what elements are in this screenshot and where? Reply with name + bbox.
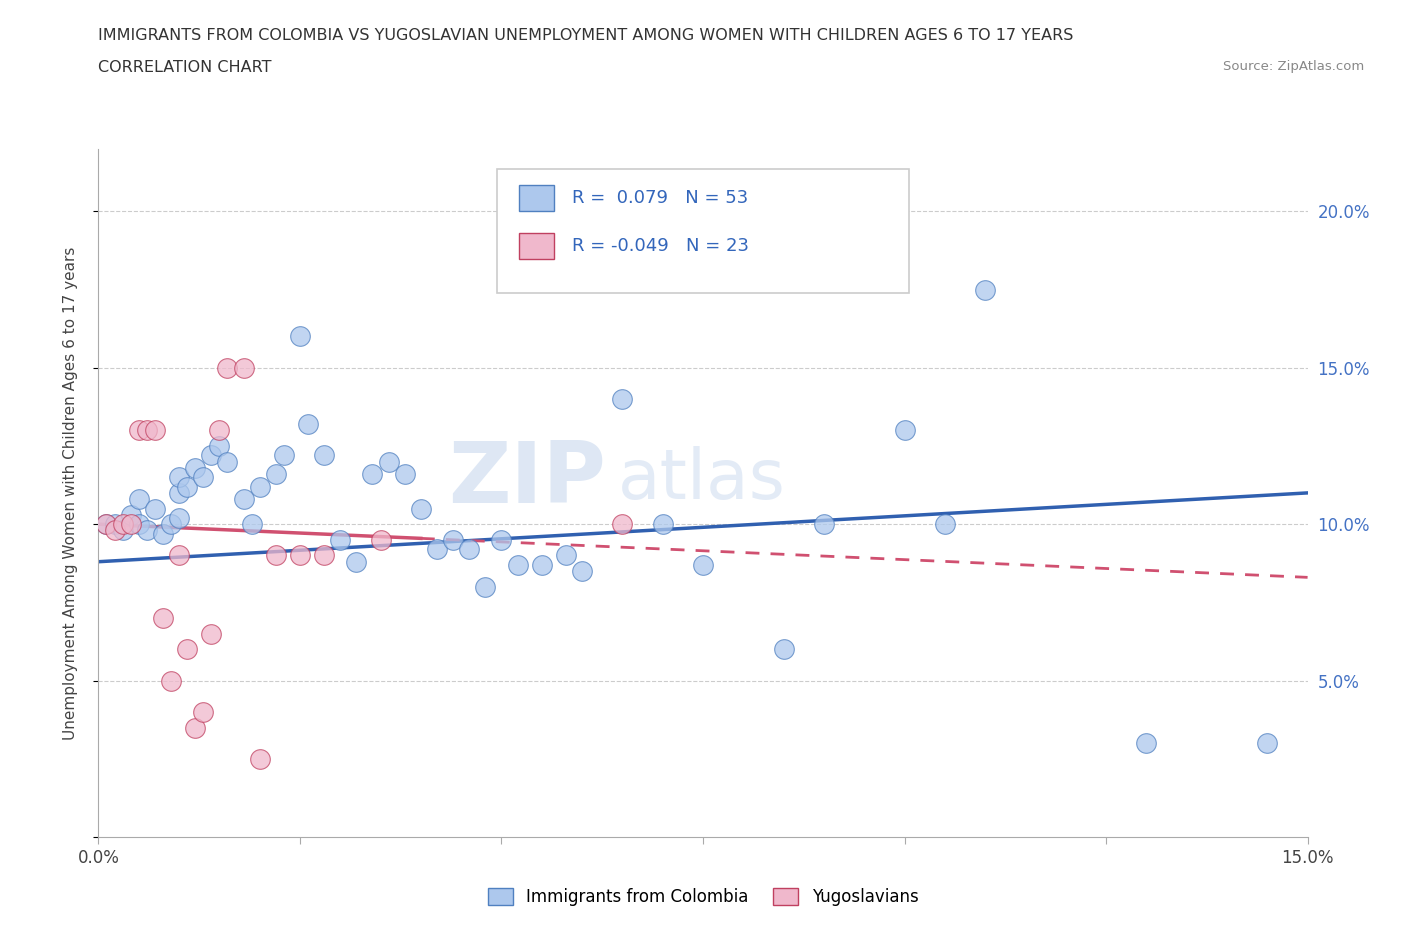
Point <box>571 564 593 578</box>
FancyBboxPatch shape <box>498 169 908 293</box>
Text: IMMIGRANTS FROM COLOMBIA VS YUGOSLAVIAN UNEMPLOYMENT AMONG WOMEN WITH CHILDREN A: IMMIGRANTS FROM COLOMBIA VS YUGOSLAVIAN … <box>98 28 1074 43</box>
Point <box>555 548 578 563</box>
Text: atlas: atlas <box>619 445 786 512</box>
Point <box>893 423 915 438</box>
Point <box>176 642 198 657</box>
Point <box>160 673 183 688</box>
Point <box>974 282 997 297</box>
Point <box>264 467 287 482</box>
Point <box>193 470 215 485</box>
Text: R =  0.079   N = 53: R = 0.079 N = 53 <box>572 189 748 206</box>
Text: R = -0.049   N = 23: R = -0.049 N = 23 <box>572 237 749 255</box>
Point <box>128 517 150 532</box>
Point <box>240 517 263 532</box>
Point <box>426 542 449 557</box>
Point <box>530 557 553 572</box>
Point <box>361 467 384 482</box>
FancyBboxPatch shape <box>519 232 554 259</box>
Point <box>176 479 198 494</box>
Point <box>441 532 464 547</box>
Point <box>474 579 496 594</box>
Point <box>329 532 352 547</box>
Point <box>167 470 190 485</box>
Point <box>143 423 166 438</box>
Point <box>288 329 311 344</box>
Point <box>208 439 231 454</box>
Point <box>692 557 714 572</box>
Point <box>491 532 513 547</box>
Point <box>813 517 835 532</box>
Point <box>96 517 118 532</box>
Point <box>200 448 222 463</box>
Text: Source: ZipAtlas.com: Source: ZipAtlas.com <box>1223 60 1364 73</box>
Point <box>200 626 222 641</box>
Point <box>370 532 392 547</box>
Point <box>193 704 215 719</box>
Legend: Immigrants from Colombia, Yugoslavians: Immigrants from Colombia, Yugoslavians <box>481 881 925 912</box>
Point <box>111 517 134 532</box>
Point <box>409 501 432 516</box>
Y-axis label: Unemployment Among Women with Children Ages 6 to 17 years: Unemployment Among Women with Children A… <box>63 246 77 739</box>
Point <box>120 508 142 523</box>
Text: CORRELATION CHART: CORRELATION CHART <box>98 60 271 75</box>
Point <box>288 548 311 563</box>
Point <box>1135 736 1157 751</box>
Text: ZIP: ZIP <box>449 438 606 521</box>
Point <box>1256 736 1278 751</box>
Point <box>184 720 207 735</box>
FancyBboxPatch shape <box>519 184 554 211</box>
Point <box>217 454 239 469</box>
Point <box>143 501 166 516</box>
Point <box>772 642 794 657</box>
Point <box>111 523 134 538</box>
Point <box>167 548 190 563</box>
Point <box>208 423 231 438</box>
Point <box>394 467 416 482</box>
Point <box>612 517 634 532</box>
Point <box>249 751 271 766</box>
Point <box>135 423 157 438</box>
Point <box>314 448 336 463</box>
Point <box>103 523 125 538</box>
Point <box>273 448 295 463</box>
Point <box>167 511 190 525</box>
Point <box>249 479 271 494</box>
Point <box>651 517 673 532</box>
Point <box>314 548 336 563</box>
Point <box>120 517 142 532</box>
Point <box>217 360 239 375</box>
Point <box>152 611 174 626</box>
Point <box>128 423 150 438</box>
Point <box>167 485 190 500</box>
Point <box>458 542 481 557</box>
Point <box>377 454 399 469</box>
Point <box>152 526 174 541</box>
Point <box>934 517 956 532</box>
Point <box>264 548 287 563</box>
Point <box>184 460 207 475</box>
Point <box>232 360 254 375</box>
Point <box>96 517 118 532</box>
Point <box>160 517 183 532</box>
Point <box>344 554 367 569</box>
Point <box>612 392 634 406</box>
Point <box>128 492 150 507</box>
Point <box>103 517 125 532</box>
Point <box>232 492 254 507</box>
Point <box>135 523 157 538</box>
Point <box>853 235 876 250</box>
Point <box>297 417 319 432</box>
Point <box>506 557 529 572</box>
